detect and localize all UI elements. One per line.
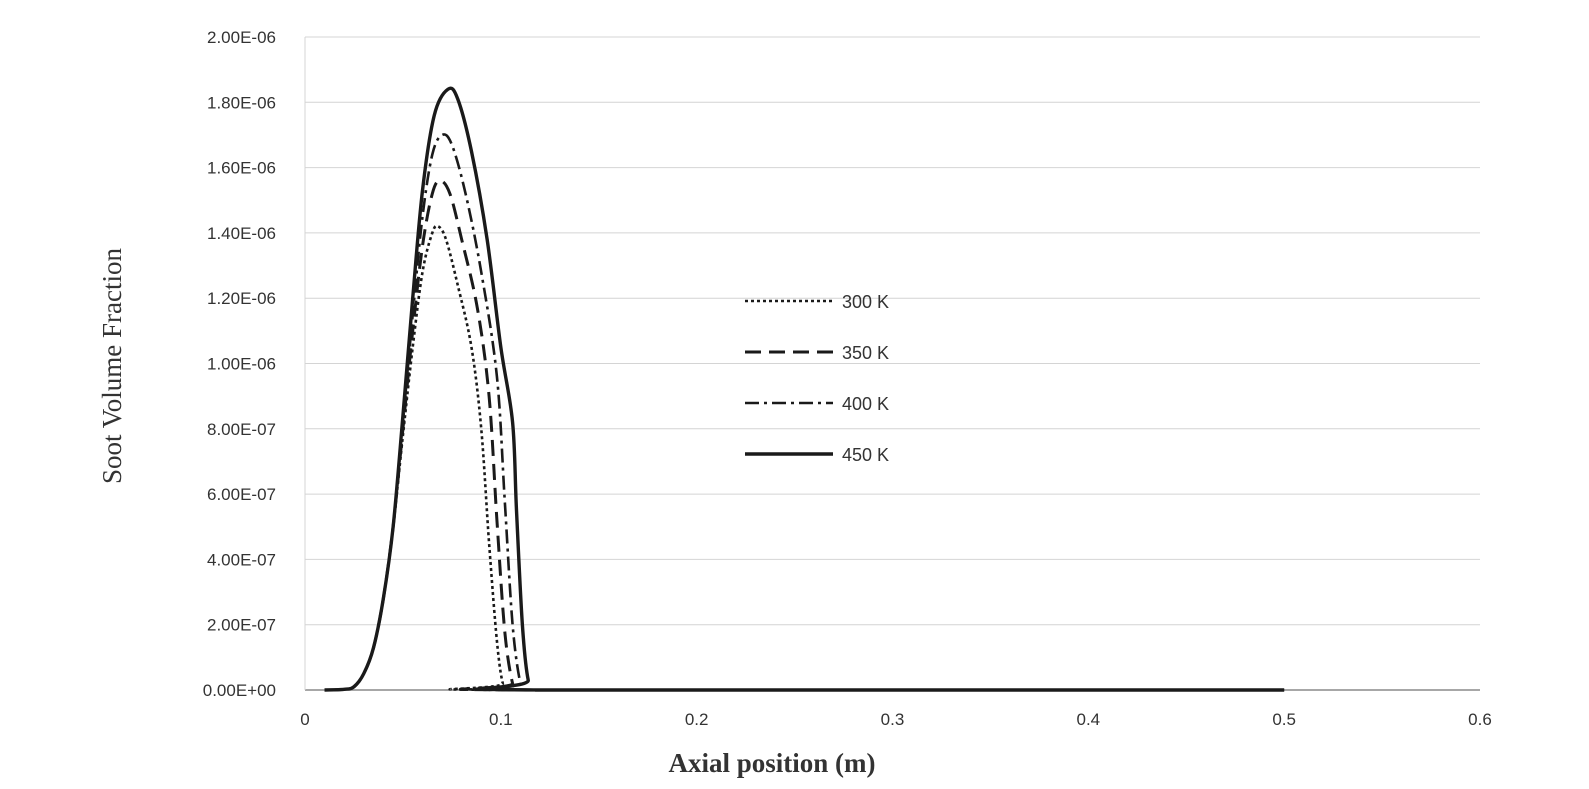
y-tick-label: 1.80E-06: [207, 93, 276, 112]
y-tick-label: 0.00E+00: [203, 681, 276, 700]
y-tick-label: 1.60E-06: [207, 159, 276, 178]
series-line-350-k: [324, 179, 1285, 692]
y-tick-label: 2.00E-06: [207, 28, 276, 47]
series-line-400-k: [324, 133, 1285, 692]
legend-label: 450 K: [842, 445, 889, 465]
y-tick-label: 4.00E-07: [207, 550, 276, 569]
y-axis-ticks: 0.00E+00 2.00E-07 4.00E-07 6.00E-07 8.00E-07…: [203, 28, 276, 700]
y-tick-label: 1.00E-06: [207, 355, 276, 374]
x-tick-label: 0.2: [685, 710, 709, 729]
legend-label: 300 K: [842, 292, 889, 312]
y-tick-label: 8.00E-07: [207, 420, 276, 439]
series-line-300-k: [324, 224, 1285, 692]
gridlines: [304, 36, 1480, 691]
x-tick-label: 0.4: [1077, 710, 1101, 729]
series-lines: [324, 86, 1285, 692]
legend-label: 350 K: [842, 343, 889, 363]
y-axis-title: Soot Volume Fraction: [97, 247, 127, 484]
series-line-450-k: [324, 86, 1285, 692]
x-tick-label: 0.1: [489, 710, 513, 729]
legend-label: 400 K: [842, 394, 889, 414]
y-tick-label: 1.40E-06: [207, 224, 276, 243]
x-tick-label: 0.6: [1468, 710, 1492, 729]
y-tick-label: 2.00E-07: [207, 616, 276, 635]
y-tick-label: 1.20E-06: [207, 289, 276, 308]
x-tick-label: 0.5: [1272, 710, 1296, 729]
x-axis-ticks: 0 0.1 0.2 0.3 0.4 0.5 0.6: [300, 710, 1492, 729]
x-tick-label: 0.3: [881, 710, 905, 729]
legend: 300 K 350 K 400 K 450 K: [745, 292, 889, 465]
x-axis-title: Axial position (m): [668, 748, 875, 778]
x-tick-label: 0: [300, 710, 309, 729]
y-tick-label: 6.00E-07: [207, 485, 276, 504]
